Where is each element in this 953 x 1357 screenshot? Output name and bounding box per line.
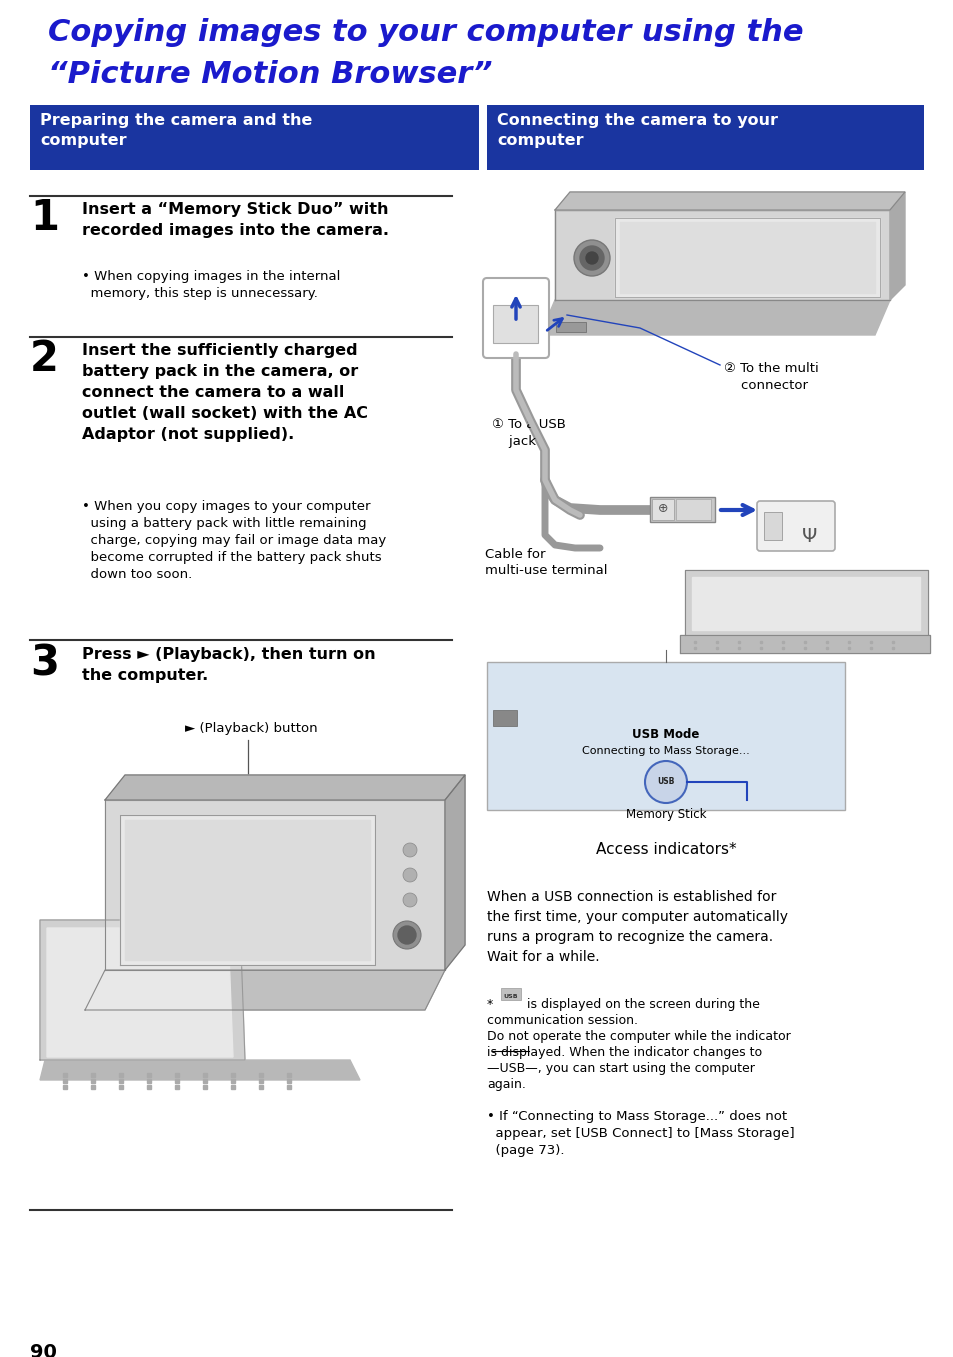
Text: ① To a USB
    jack: ① To a USB jack bbox=[492, 418, 565, 448]
Polygon shape bbox=[679, 635, 929, 653]
Circle shape bbox=[644, 761, 686, 803]
Text: Do not operate the computer while the indicator: Do not operate the computer while the in… bbox=[486, 1030, 790, 1044]
Text: USB Mode: USB Mode bbox=[632, 727, 699, 741]
Bar bbox=[500, 988, 520, 1000]
Polygon shape bbox=[105, 775, 464, 801]
Text: • If “Connecting to Mass Storage...” does not
  appear, set [USB Connect] to [Ma: • If “Connecting to Mass Storage...” doe… bbox=[486, 1110, 794, 1158]
Text: Copying images to your computer using the: Copying images to your computer using th… bbox=[48, 18, 802, 47]
Polygon shape bbox=[120, 816, 375, 965]
Bar bbox=[763, 512, 781, 540]
Text: USB: USB bbox=[503, 993, 517, 999]
Text: Access indicators*: Access indicators* bbox=[595, 841, 736, 858]
Polygon shape bbox=[105, 801, 444, 970]
Text: is displayed. When the indicator changes to: is displayed. When the indicator changes… bbox=[486, 1046, 761, 1058]
Text: *: * bbox=[486, 997, 497, 1011]
Polygon shape bbox=[444, 775, 464, 970]
Bar bbox=[649, 497, 714, 522]
Text: When a USB connection is established for
the first time, your computer automatic: When a USB connection is established for… bbox=[486, 890, 787, 965]
Bar bbox=[486, 104, 923, 170]
Text: Connecting the camera to your
computer: Connecting the camera to your computer bbox=[497, 113, 778, 148]
Polygon shape bbox=[47, 928, 233, 1057]
Text: Memory Stick: Memory Stick bbox=[625, 807, 705, 821]
Bar bbox=[486, 662, 844, 810]
Text: Insert a “Memory Stick Duo” with
recorded images into the camera.: Insert a “Memory Stick Duo” with recorde… bbox=[82, 202, 389, 237]
Text: communication session.: communication session. bbox=[486, 1014, 638, 1027]
Text: Ψ: Ψ bbox=[801, 527, 817, 546]
Bar bbox=[676, 499, 710, 520]
Circle shape bbox=[402, 893, 416, 906]
Polygon shape bbox=[684, 570, 927, 635]
Text: • When copying images in the internal
  memory, this step is unnecessary.: • When copying images in the internal me… bbox=[82, 270, 340, 300]
Text: Preparing the camera and the
computer: Preparing the camera and the computer bbox=[40, 113, 312, 148]
Circle shape bbox=[393, 921, 420, 949]
Bar bbox=[556, 322, 585, 332]
Polygon shape bbox=[691, 577, 919, 630]
Bar bbox=[30, 104, 478, 170]
Polygon shape bbox=[615, 218, 879, 297]
Text: is displayed on the screen during the: is displayed on the screen during the bbox=[522, 997, 760, 1011]
Polygon shape bbox=[40, 1060, 359, 1080]
Polygon shape bbox=[555, 191, 904, 210]
Text: Connecting to Mass Storage...: Connecting to Mass Storage... bbox=[581, 746, 749, 756]
Text: —USB—, you can start using the computer: —USB—, you can start using the computer bbox=[486, 1063, 754, 1075]
Circle shape bbox=[579, 246, 603, 270]
FancyBboxPatch shape bbox=[757, 501, 834, 551]
Bar bbox=[493, 710, 517, 726]
Text: “Connecting to Mass Storage...” appears on
the screen of the camera.: “Connecting to Mass Storage...” appears … bbox=[486, 670, 808, 706]
Circle shape bbox=[402, 843, 416, 858]
Circle shape bbox=[574, 240, 609, 275]
Polygon shape bbox=[85, 970, 444, 1010]
Text: Press ► (Playback), then turn on
the computer.: Press ► (Playback), then turn on the com… bbox=[82, 647, 375, 683]
Text: ► (Playback) button: ► (Playback) button bbox=[185, 722, 317, 735]
Text: 3: 3 bbox=[30, 642, 59, 684]
Circle shape bbox=[397, 925, 416, 944]
Text: again.: again. bbox=[486, 1077, 525, 1091]
Text: USB: USB bbox=[657, 778, 674, 786]
FancyBboxPatch shape bbox=[482, 278, 548, 358]
Polygon shape bbox=[539, 300, 889, 335]
Polygon shape bbox=[40, 920, 245, 1060]
Polygon shape bbox=[889, 191, 904, 300]
Text: “Picture Motion Browser”: “Picture Motion Browser” bbox=[48, 60, 492, 90]
Bar bbox=[493, 305, 537, 343]
Circle shape bbox=[402, 868, 416, 882]
Text: Cable for
multi-use terminal: Cable for multi-use terminal bbox=[484, 548, 607, 578]
Text: 1: 1 bbox=[30, 197, 59, 239]
Circle shape bbox=[585, 252, 598, 265]
Text: 2: 2 bbox=[30, 338, 59, 380]
Text: 90: 90 bbox=[30, 1343, 57, 1357]
Polygon shape bbox=[619, 223, 874, 293]
Polygon shape bbox=[555, 210, 889, 300]
Bar bbox=[651, 499, 673, 520]
Text: • When you copy images to your computer
  using a battery pack with little remai: • When you copy images to your computer … bbox=[82, 499, 386, 581]
Polygon shape bbox=[125, 820, 370, 959]
Text: ② To the multi
    connector: ② To the multi connector bbox=[723, 362, 818, 392]
Text: Insert the sufficiently charged
battery pack in the camera, or
connect the camer: Insert the sufficiently charged battery … bbox=[82, 343, 368, 442]
Text: ⊕: ⊕ bbox=[657, 502, 667, 516]
